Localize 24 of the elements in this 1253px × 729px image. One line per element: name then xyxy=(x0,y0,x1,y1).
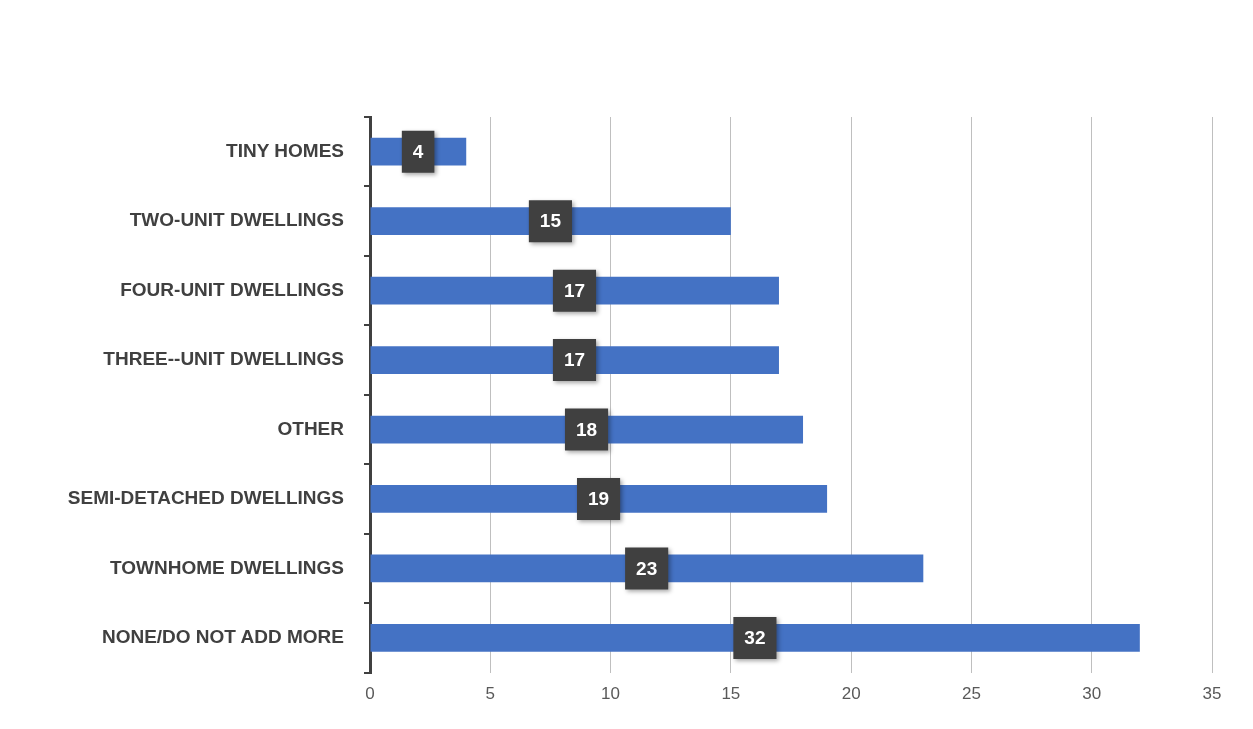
data-label: 15 xyxy=(539,210,562,232)
y-tick-label: NONE/DO NOT ADD MORE xyxy=(101,626,344,648)
data-label: 23 xyxy=(636,557,658,579)
y-tick-label: TOWNHOME DWELLINGS xyxy=(110,556,344,578)
y-tick-label: FOUR-UNIT DWELLINGS xyxy=(120,278,344,300)
data-label: 4 xyxy=(412,140,424,162)
y-tick-label: THREE--UNIT DWELLINGS xyxy=(103,348,344,370)
x-tick-label: 20 xyxy=(841,684,861,704)
data-label: 19 xyxy=(587,488,610,510)
x-tick-label: 15 xyxy=(721,684,741,704)
x-tick-label: 10 xyxy=(601,684,621,704)
y-tick-label: OTHER xyxy=(277,417,345,439)
data-label: 17 xyxy=(563,279,586,301)
y-tick-label: SEMI-DETACHED DWELLINGS xyxy=(67,487,344,509)
x-tick-label: 35 xyxy=(1202,684,1222,704)
y-tick-label: TINY HOMES xyxy=(226,139,344,161)
y-tick-label: TWO-UNIT DWELLINGS xyxy=(129,209,344,231)
data-label: 17 xyxy=(563,349,586,371)
x-tick-label: 0 xyxy=(365,684,375,704)
data-label: 32 xyxy=(744,627,766,649)
x-tick-label: 25 xyxy=(961,684,981,704)
data-label: 18 xyxy=(575,418,598,440)
x-tick-label: 30 xyxy=(1082,684,1102,704)
x-tick-label: 5 xyxy=(485,684,496,704)
